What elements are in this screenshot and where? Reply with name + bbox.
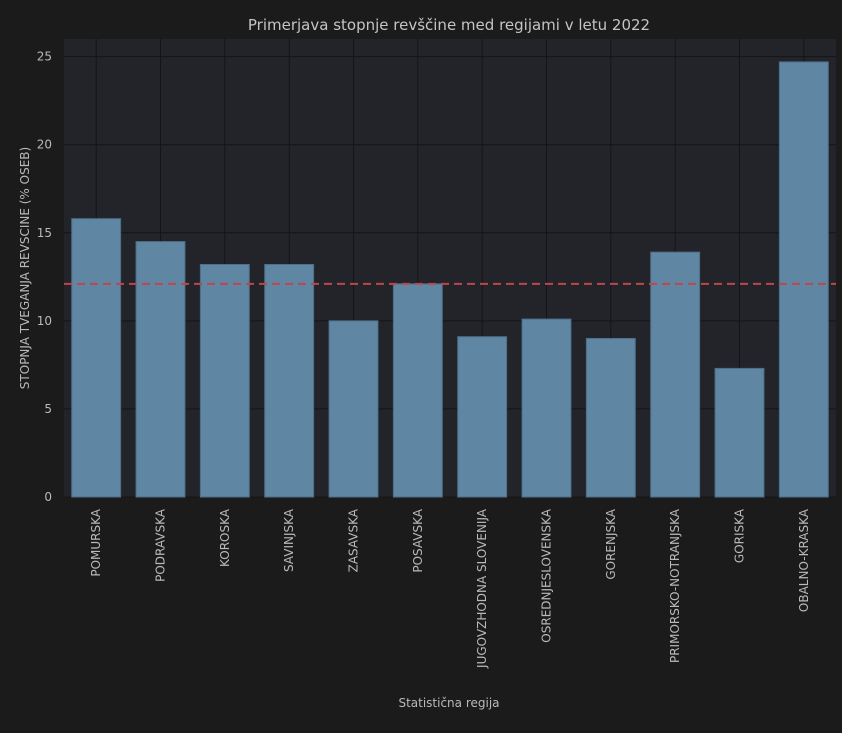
x-tick-label: POMURSKA <box>89 508 103 576</box>
x-tick-label: KOROSKA <box>218 508 232 567</box>
bar-pomurska <box>71 218 122 498</box>
y-tick-label: 20 <box>37 138 52 152</box>
x-tick-labels: POMURSKA PODRAVSKA KOROSKA SAVINJSKA ZASAVSK… <box>89 508 811 669</box>
x-axis-label: Statistična regija <box>398 696 499 710</box>
bar-osrednjeslovenska <box>521 318 572 498</box>
chart-title: Primerjava stopnje revščine med regijami… <box>248 16 650 34</box>
x-tick-label: JUGOVZHODNA SLOVENIJA <box>475 508 489 669</box>
bar-zasavska <box>328 320 379 498</box>
x-tick-label: ZASAVSKA <box>347 508 361 572</box>
bar-posavska <box>392 283 443 498</box>
x-tick-label: OBALNO-KRASKA <box>797 508 811 612</box>
bar-gorenjska <box>585 337 636 498</box>
y-tick-label: 10 <box>37 314 52 328</box>
plot-background <box>64 39 836 497</box>
x-tick-label: GORISKA <box>733 508 747 563</box>
x-tick-label: PRIMORSKO-NOTRANJSKA <box>668 508 682 663</box>
y-tick-label: 15 <box>37 226 52 240</box>
x-tick-label: PODRAVSKA <box>154 508 168 582</box>
bars <box>71 61 829 498</box>
bar-podravska <box>135 241 186 498</box>
bar-savinjska <box>264 263 315 498</box>
x-tick-label: SAVINJSKA <box>282 508 296 572</box>
bar-jugovzhodna-slovenija <box>457 336 508 498</box>
x-tick-label: POSAVSKA <box>411 508 425 572</box>
y-axis-label: STOPNJA TVEGANJA REVSCINE (% OSEB) <box>18 147 32 389</box>
bar-primorsko-notranjska <box>650 251 701 498</box>
bar-goriska <box>714 367 765 498</box>
bar-obalno-kraska <box>778 61 829 498</box>
x-tick-label: GORENJSKA <box>604 508 618 579</box>
y-tick-label: 0 <box>44 490 52 504</box>
y-tick-label: 25 <box>37 50 52 64</box>
y-tick-labels: 0 5 10 15 20 25 <box>37 50 52 504</box>
bar-koroska <box>199 263 250 498</box>
x-tick-label: OSREDNJESLOVENSKA <box>540 508 554 642</box>
y-tick-label: 5 <box>44 402 52 416</box>
